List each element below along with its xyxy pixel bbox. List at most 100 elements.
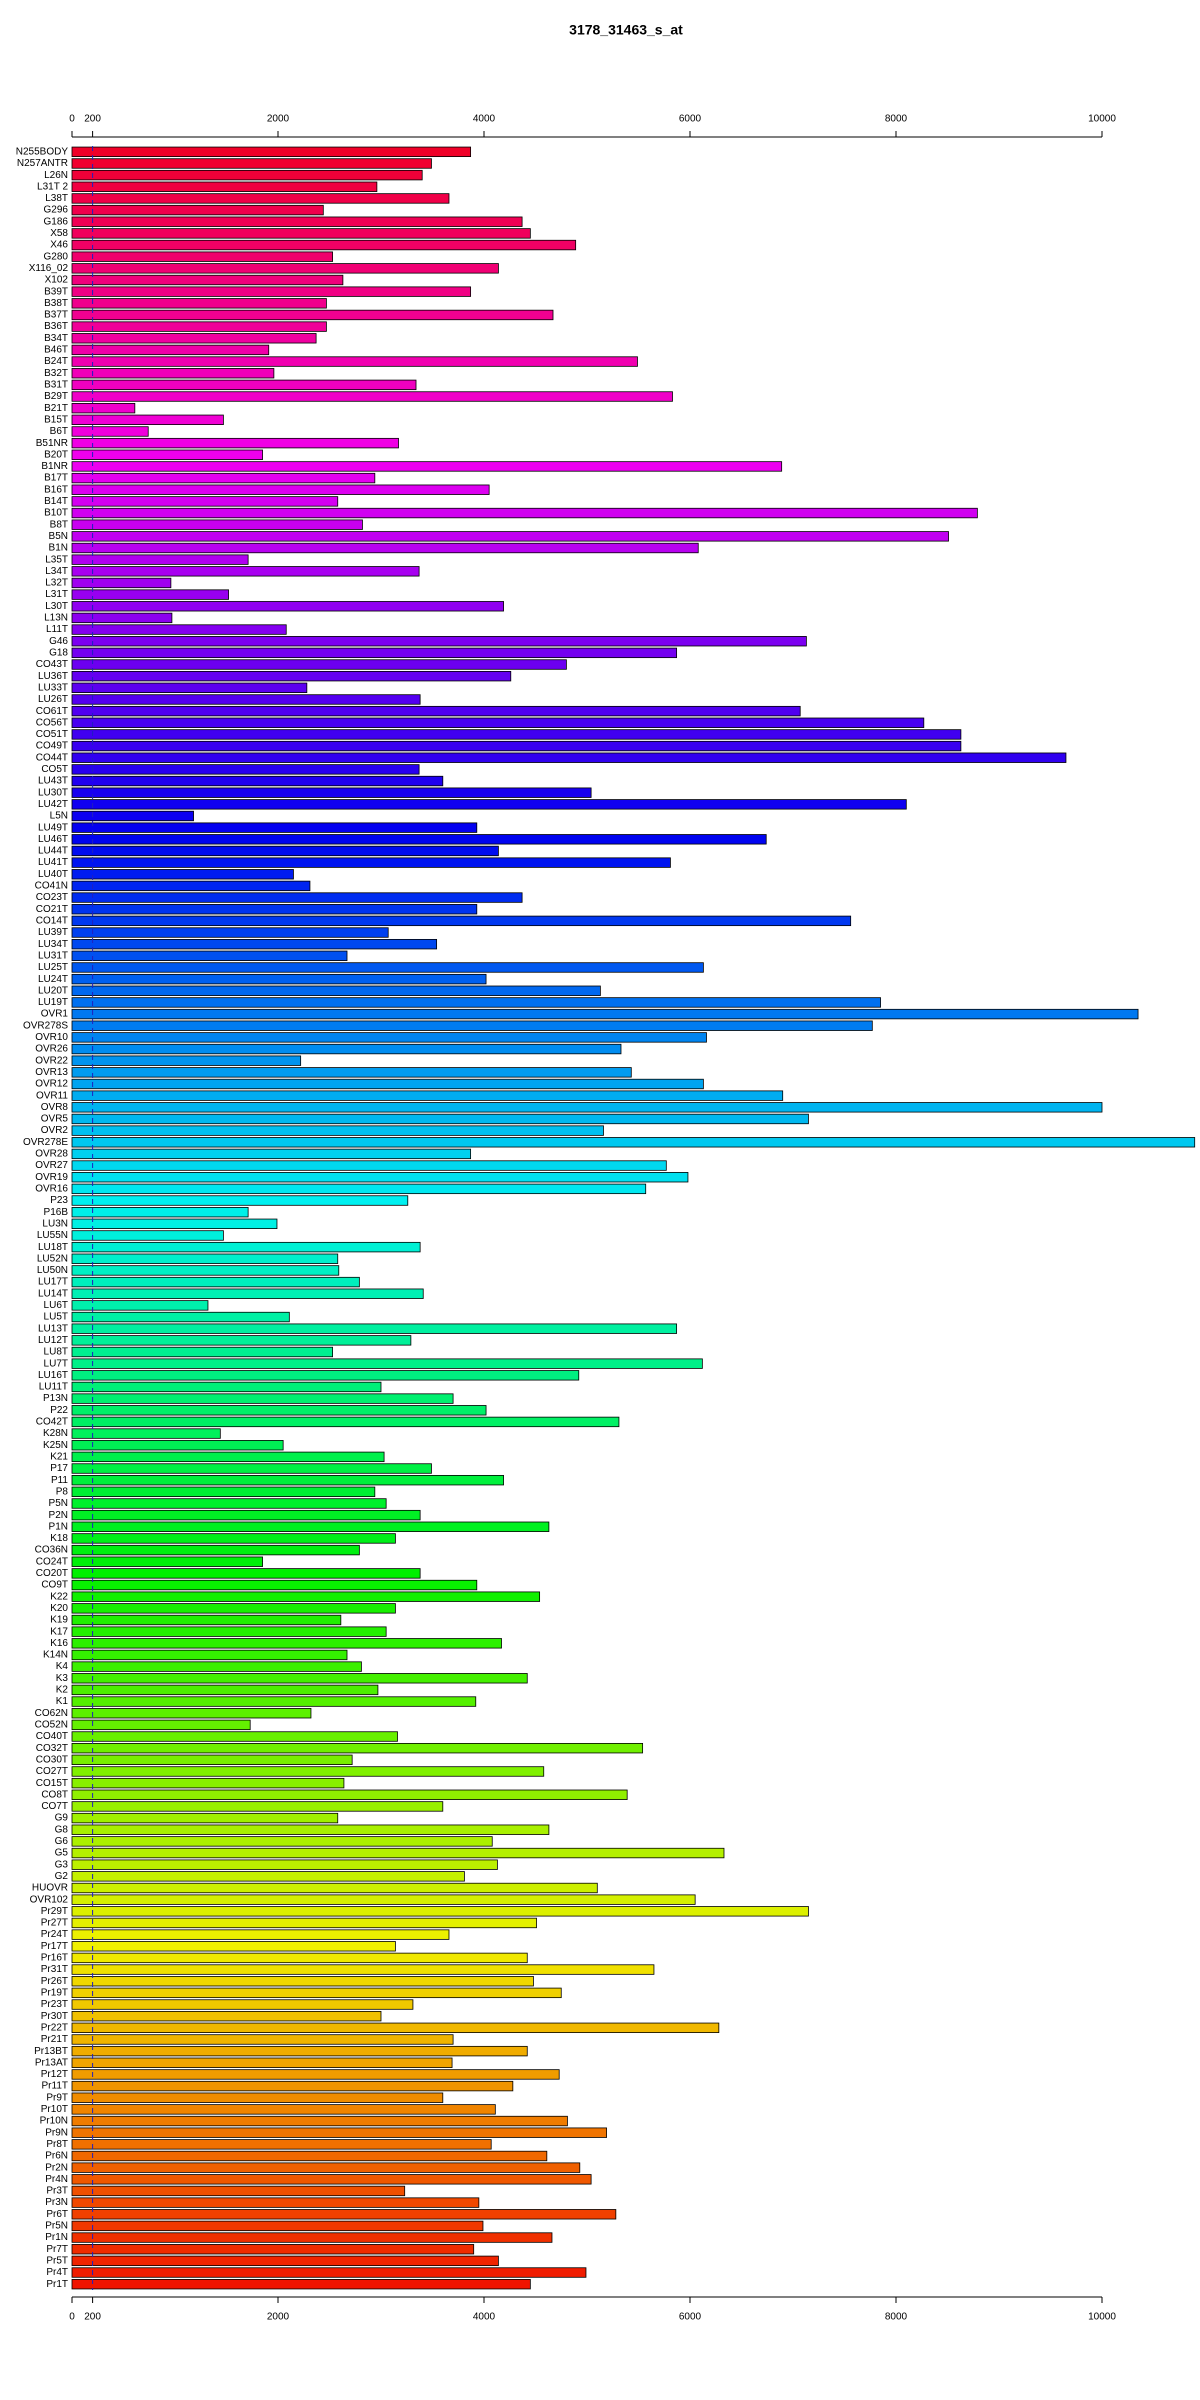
y-tick-label: CO15T [36,1778,68,1789]
y-tick-label: LU31T [38,950,68,961]
bar [71,799,907,810]
y-tick-label: OVR5 [41,1114,69,1125]
bar [71,1230,224,1241]
bar [71,1160,667,1171]
bar [71,146,472,158]
bar [71,216,523,227]
y-tick-label: Pr29T [41,1906,68,1917]
x-tick-label: 200 [84,2312,101,2323]
bar [71,1894,696,1905]
bar [71,1451,385,1463]
bar [71,1859,498,1870]
bar [71,368,275,379]
y-tick-label: Pr26T [41,1976,68,1987]
bar [71,775,444,787]
bar [71,321,327,332]
y-tick-label: CO56T [36,717,68,728]
y-tick-label: CO32T [36,1743,68,1754]
y-tick-label: LU18T [38,1242,68,1253]
y-tick-label: L11T [46,624,68,635]
y-tick-label: Pr8T [46,2139,68,2150]
bar [71,228,531,239]
y-tick-label: Pr23T [41,1999,68,2010]
y-tick-label: Pr9N [45,2127,68,2138]
y-tick-label: CO5T [41,764,68,775]
y-tick-label: Pr16T [41,1953,68,1964]
bar [71,2185,406,2197]
bar [71,1113,809,1125]
y-tick-label: OVR12 [35,1079,68,1090]
bar [71,1731,398,1742]
y-tick-label: Pr1N [45,2232,68,2243]
bar [71,1102,1103,1113]
bar [71,845,499,857]
bar [71,426,149,437]
bar [71,1288,424,1299]
y-tick-label: K21 [50,1452,68,1463]
y-tick-label: LU17T [38,1277,68,1288]
bar [71,2139,492,2150]
bar [71,869,294,880]
bar [71,298,327,309]
bar [71,973,487,985]
y-tick-label: G2 [55,1871,69,1882]
bar [71,1836,493,1847]
y-tick-label: OVR102 [30,1894,69,1905]
y-tick-label: K28N [43,1428,68,1439]
bar [71,1568,421,1579]
y-tick-label: Pr17T [41,1941,68,1952]
bar [71,1137,1196,1148]
y-tick-label: OVR10 [35,1032,68,1043]
bar [71,1801,444,1812]
y-tick-label: B39T [44,286,68,297]
bar [71,193,450,204]
bar [71,1486,376,1498]
y-tick-label: CO40T [36,1731,68,1742]
bar [71,1311,290,1323]
y-tick-label: B36T [44,321,68,332]
bar [71,880,311,892]
bar [71,1521,550,1532]
x-tick-label: 6000 [679,114,702,125]
bar [71,1090,784,1101]
y-tick-label: CO14T [36,916,68,927]
y-tick-label: Pr5T [46,2256,68,2267]
y-tick-label: Pr3N [45,2197,68,2208]
y-tick-label: Pr27T [41,1918,68,1929]
y-tick-label: LU3N [42,1218,68,1229]
bar [71,1976,534,1987]
y-tick-label: Pr7T [46,2244,68,2255]
bar [71,810,194,822]
bar [71,2045,528,2057]
bar [71,461,783,472]
bar [71,682,308,694]
y-tick-label: B6T [50,426,68,437]
bar [71,857,671,868]
y-tick-label: LU5T [44,1312,68,1323]
y-tick-label: G46 [49,636,68,647]
y-tick-label: CO41N [35,881,68,892]
y-tick-label: LU34T [38,939,68,950]
y-tick-label: OVR11 [36,1090,68,1101]
y-tick-label: K16 [50,1638,68,1649]
bar [71,158,432,169]
x-tick-label: 0 [69,114,75,125]
y-tick-label: B5N [49,531,68,542]
bar [71,1684,379,1696]
bar [71,402,136,414]
bar [71,1125,604,1136]
y-tick-label: Pr13BT [34,2046,68,2057]
y-tick-label: N257ANTR [17,158,68,169]
y-tick-label: L30T [45,601,68,612]
y-tick-label: X58 [50,228,68,239]
y-tick-label: B17T [44,473,68,484]
y-tick-label: CO42T [36,1417,68,1428]
y-tick-label: G5 [55,1848,69,1859]
y-tick-label: K22 [50,1591,68,1602]
y-tick-label: LU7T [44,1358,68,1369]
y-tick-label: LU19T [38,997,68,1008]
y-tick-label: K17 [50,1626,68,1637]
bar [71,484,490,495]
bar [71,1335,412,1346]
